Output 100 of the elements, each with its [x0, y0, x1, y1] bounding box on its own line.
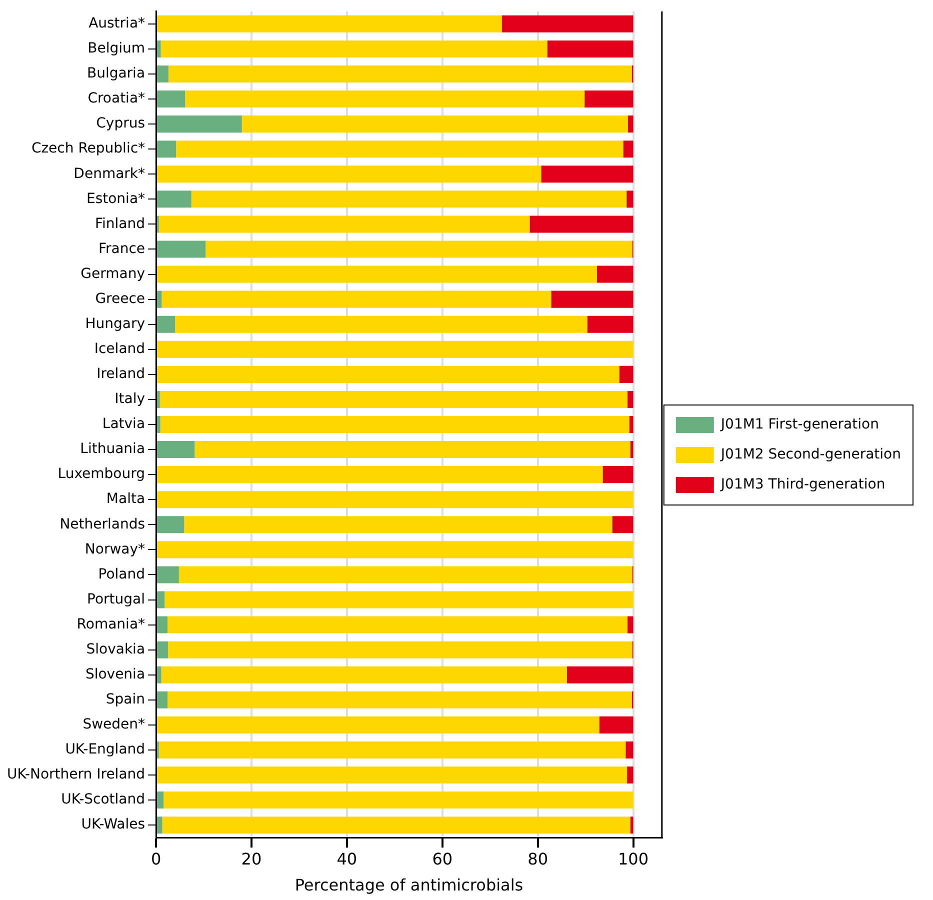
bar — [164, 591, 634, 608]
bar — [158, 741, 626, 758]
bar — [157, 15, 502, 32]
bar — [530, 216, 634, 233]
y-tick-label: Croatia* — [88, 90, 146, 107]
bar — [597, 266, 634, 283]
legend-label: J01M3 Third-generation — [720, 476, 886, 493]
bar — [178, 566, 632, 584]
bar — [162, 290, 552, 308]
bar — [157, 666, 162, 684]
bar — [164, 792, 634, 809]
bar — [627, 766, 634, 784]
y-tick-label: Luxembourg — [58, 466, 146, 482]
bar — [175, 316, 588, 333]
bar — [157, 90, 186, 108]
bar — [547, 40, 634, 58]
bar — [157, 340, 634, 358]
x-tick-label: 20 — [241, 849, 262, 868]
y-tick-label: Portugal — [87, 591, 146, 608]
y-tick-label: Sweden* — [82, 716, 146, 733]
bar — [628, 616, 634, 634]
y-tick-label: UK-Northern Ireland — [7, 766, 146, 783]
bar — [157, 166, 542, 183]
bar — [160, 390, 628, 408]
x-tick-label: 0 — [150, 849, 162, 868]
y-tick-label: Slovenia — [85, 666, 146, 683]
y-tick-label: UK-England — [65, 742, 146, 758]
y-tick-label: Slovakia — [86, 641, 146, 658]
bar — [157, 491, 634, 508]
bar — [157, 390, 160, 408]
y-tick-label: Italy — [114, 391, 146, 408]
bar — [502, 15, 634, 32]
bar — [157, 266, 598, 283]
legend-label: J01M2 Second-generation — [720, 446, 901, 463]
bar — [184, 516, 612, 534]
bar — [551, 290, 634, 308]
bar — [160, 40, 548, 58]
bar — [157, 591, 165, 608]
y-tick-label: Malta — [106, 491, 146, 508]
bar — [157, 290, 162, 308]
bar — [626, 741, 634, 758]
bar — [619, 366, 634, 383]
bar — [206, 240, 632, 258]
bar — [599, 716, 634, 734]
y-tick-label: UK-Wales — [81, 816, 146, 833]
x-tick-label: 60 — [432, 849, 453, 868]
y-tick-label: Iceland — [94, 341, 146, 358]
bar — [162, 816, 630, 834]
bar — [167, 691, 632, 708]
y-tick-label: Czech Republic* — [31, 140, 146, 157]
bar — [157, 140, 176, 158]
bar — [157, 316, 176, 333]
bar — [157, 566, 179, 584]
bar — [160, 416, 630, 434]
y-tick-label: Bulgaria — [86, 66, 146, 82]
bar — [157, 691, 168, 708]
bar — [242, 116, 628, 133]
bar — [629, 416, 634, 434]
y-tick-label: Germany — [80, 266, 146, 282]
y-tick-label: UK-Scotland — [61, 792, 146, 808]
bar — [157, 116, 242, 133]
y-tick-label: Belgium — [88, 40, 146, 57]
bar — [176, 140, 624, 158]
y-tick-label: Greece — [95, 290, 146, 307]
bar — [194, 441, 630, 458]
bar — [157, 366, 620, 383]
x-axis-title: Percentage of antimicrobials — [294, 876, 524, 895]
bar — [157, 616, 168, 634]
x-tick-label: 80 — [528, 849, 548, 868]
bar — [630, 816, 634, 834]
y-tick-label: Austria* — [88, 16, 146, 32]
bar — [157, 716, 600, 734]
bar — [157, 65, 168, 83]
bar — [185, 90, 585, 108]
legend-label: J01M1 First-generation — [720, 416, 879, 433]
y-tick-label: Finland — [95, 216, 146, 232]
bar — [158, 216, 530, 233]
bar — [612, 516, 634, 534]
bar — [566, 666, 634, 684]
bar — [157, 541, 634, 558]
y-tick-label: Netherlands — [60, 516, 146, 532]
y-tick-label: Estonia* — [86, 190, 146, 207]
bar — [628, 116, 634, 133]
bar — [602, 466, 634, 484]
bar — [623, 140, 634, 158]
bar — [157, 792, 164, 809]
bar — [626, 190, 634, 208]
bar — [161, 666, 567, 684]
bar — [157, 190, 192, 208]
y-tick-label: Lithuania — [80, 441, 146, 458]
bar — [168, 641, 632, 658]
y-tick-label: Norway* — [84, 541, 146, 558]
y-tick-label: Latvia — [102, 416, 146, 432]
bar — [157, 416, 160, 434]
bar — [541, 166, 634, 183]
y-tick-label: Ireland — [96, 366, 146, 382]
bar — [157, 766, 628, 784]
bar — [157, 466, 603, 484]
bar — [157, 441, 195, 458]
bar — [587, 316, 634, 333]
